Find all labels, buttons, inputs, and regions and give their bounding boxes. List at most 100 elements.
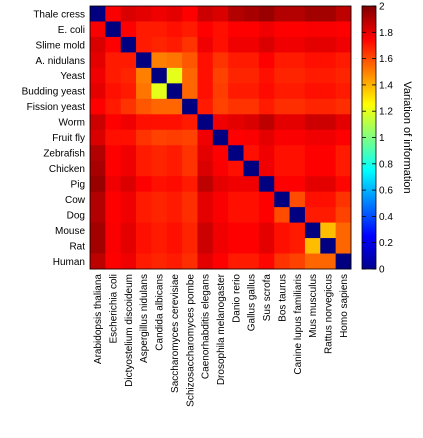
heatmap-cell [120, 176, 137, 193]
heatmap-cell [90, 83, 106, 100]
heatmap-cell [289, 191, 306, 208]
heatmap-cell [197, 191, 214, 208]
row-label: Chicken [49, 164, 85, 175]
heatmap-cell [258, 6, 275, 22]
heatmap-cell [274, 176, 290, 193]
heatmap-cell [151, 160, 168, 177]
colorbar-tick-label: 1.8 [379, 28, 393, 39]
heatmap-cell [243, 21, 260, 38]
row-label: Zebrafish [43, 149, 85, 160]
heatmap-cell [182, 176, 198, 193]
heatmap-cell [274, 207, 290, 223]
heatmap-cell [335, 114, 352, 131]
heatmap-cell [289, 176, 306, 193]
colorbar-ticks: 0 0.2 0.4 0.6 0.8 1 1.2 1.4 1.6 1.8 2 [362, 2, 393, 276]
heatmap-cell [320, 36, 337, 53]
heatmap-cell [228, 21, 244, 38]
heatmap-cell [90, 114, 106, 131]
heatmap-cell [197, 6, 214, 22]
heatmap-cell [320, 52, 337, 69]
heatmap-cell [105, 222, 122, 239]
heatmap-cell [120, 238, 137, 254]
heatmap-cell [212, 6, 229, 22]
heatmap-cell [243, 129, 260, 146]
heatmap-cell [120, 145, 137, 162]
heatmap-cell [243, 6, 260, 22]
heatmap-cell [105, 83, 122, 100]
heatmap-cell [136, 114, 152, 131]
heatmap-cell [228, 191, 244, 208]
heatmap-cell [212, 98, 229, 115]
heatmap-cell [274, 36, 290, 53]
heatmap-cell [320, 176, 337, 193]
heatmap-cell [304, 145, 321, 162]
heatmap-cell [335, 145, 352, 162]
heatmap-cell [105, 145, 122, 162]
heatmap-cell [258, 52, 275, 69]
column-label: Candida albicans [155, 274, 166, 351]
heatmap-cell [182, 238, 198, 254]
heatmap-cell [120, 207, 137, 223]
heatmap-cell [105, 114, 122, 131]
heatmap-cell [136, 253, 152, 270]
heatmap-cell [212, 21, 229, 38]
heatmap-cell [197, 253, 214, 270]
heatmap-cell [335, 129, 352, 146]
heatmap-cell [151, 21, 168, 38]
heatmap-cell [182, 21, 198, 38]
colorbar-tick-label: 0.2 [379, 238, 393, 249]
heatmap-cell [166, 207, 183, 223]
heatmap-cell [151, 129, 168, 146]
heatmap-cell [212, 83, 229, 100]
heatmap-cell [335, 191, 352, 208]
row-label: Yeast [60, 71, 85, 82]
colorbar-tick-label: 1.4 [379, 80, 393, 91]
heatmap-cell [151, 98, 168, 115]
heatmap-cell [136, 67, 152, 84]
heatmap-cell [274, 160, 290, 177]
column-label: Bos taurus [277, 274, 288, 322]
heatmap-cell [166, 160, 183, 177]
column-label: Escherichia coli [109, 274, 120, 343]
heatmap-cell [243, 145, 260, 162]
heatmap-cell [136, 129, 152, 146]
colorbar-tick-label: 0.8 [379, 159, 393, 170]
heatmap-cell [243, 67, 260, 84]
heatmap-cell [304, 98, 321, 115]
heatmap-cell [335, 222, 352, 239]
heatmap-cell [166, 114, 183, 131]
heatmap-cell [335, 36, 352, 53]
heatmap-cell [197, 67, 214, 84]
heatmap-cells [90, 6, 352, 270]
heatmap-cell [335, 52, 352, 69]
heatmap-cell [320, 253, 337, 270]
heatmap-cell [90, 207, 106, 223]
heatmap-cell [151, 83, 168, 100]
heatmap-cell [136, 52, 152, 69]
heatmap-cell [212, 145, 229, 162]
heatmap-cell [120, 160, 137, 177]
heatmap-cell [258, 114, 275, 131]
heatmap-cell [243, 83, 260, 100]
heatmap-cell [274, 21, 290, 38]
heatmap-cell [182, 191, 198, 208]
row-label: Pig [71, 180, 85, 191]
heatmap-cell [258, 207, 275, 223]
heatmap-cell [136, 160, 152, 177]
heatmap-cell [197, 145, 214, 162]
heatmap-cell [182, 129, 198, 146]
colorbar-tick-label: 0.4 [379, 212, 393, 223]
heatmap-cell [90, 222, 106, 239]
heatmap-cell [228, 98, 244, 115]
heatmap-cell [182, 83, 198, 100]
row-label: Rat [69, 241, 85, 252]
heatmap-cell [166, 222, 183, 239]
heatmap-cell [243, 222, 260, 239]
heatmap-cell [320, 207, 337, 223]
heatmap-cell [274, 98, 290, 115]
heatmap-cell [243, 207, 260, 223]
heatmap-cell [212, 67, 229, 84]
heatmap-cell [320, 129, 337, 146]
heatmap-cell [197, 36, 214, 53]
colorbar-label: Variation of information [401, 81, 413, 193]
